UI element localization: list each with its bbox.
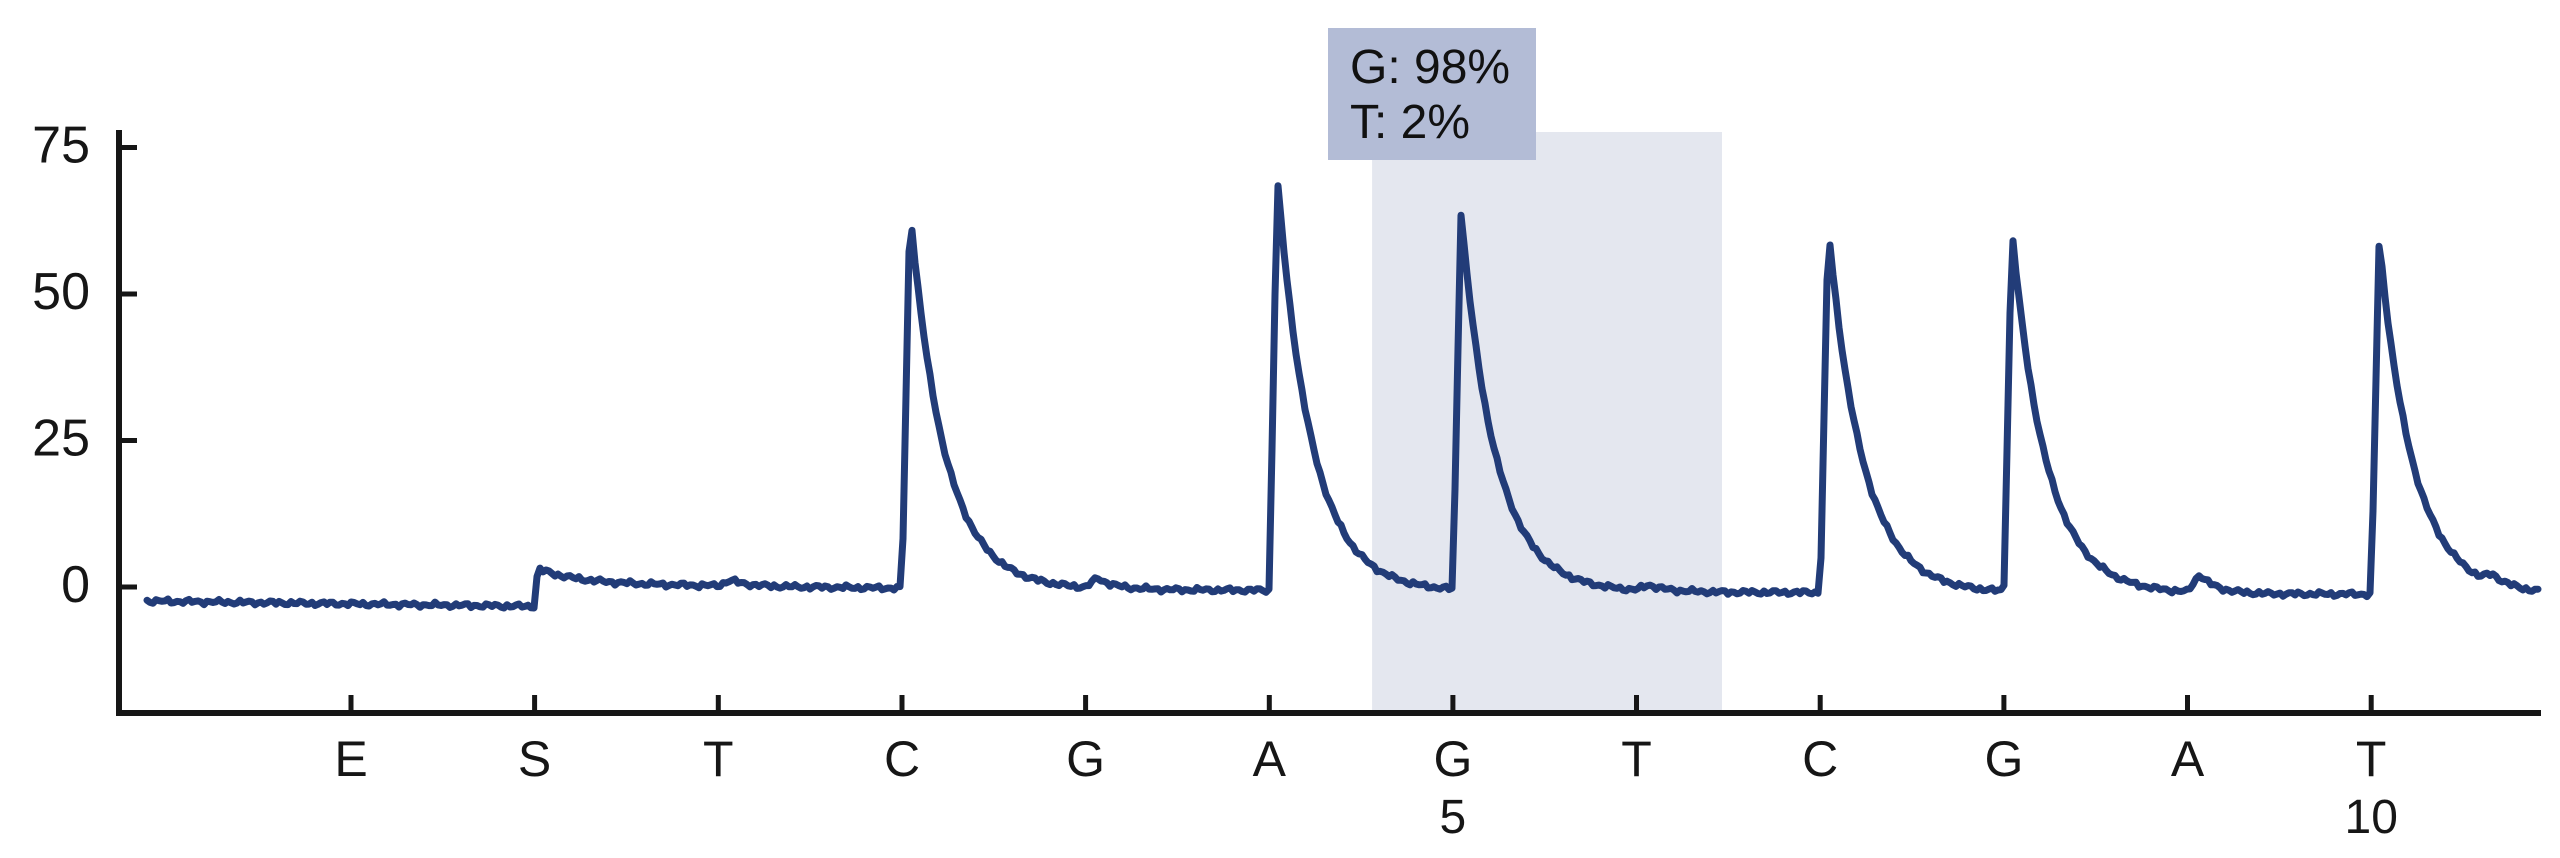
x-axis-label: G [1066, 731, 1105, 787]
trace-line [143, 182, 2542, 612]
x-axis-label: G [1984, 731, 2023, 787]
y-axis-label: 50 [32, 263, 90, 321]
tooltip-line-t: T: 2% [1350, 96, 1471, 149]
highlight-region[interactable] [1372, 132, 1722, 713]
x-axis-label: C [1802, 731, 1838, 787]
x-axis-label: T [1621, 731, 1652, 787]
y-axis-label: 75 [32, 117, 90, 175]
x-axis-label: A [1253, 731, 1287, 787]
x-axis-label: G [1433, 731, 1472, 787]
y-axis-label: 25 [32, 410, 90, 468]
tooltip-line-g: G: 98% [1350, 41, 1511, 94]
x-axis-label: C [884, 731, 920, 787]
allele-frequency-tooltip: G: 98% T: 2% [1328, 28, 1536, 160]
x-axis-number-label: 10 [2345, 791, 2398, 844]
x-axis-number-label: 5 [1440, 791, 1467, 844]
y-axis-label: 0 [61, 556, 90, 614]
x-axis-label: T [2356, 731, 2387, 787]
x-axis-label: A [2171, 731, 2205, 787]
x-axis-label: E [334, 731, 367, 787]
x-axis-label: T [703, 731, 734, 787]
x-axis-label: S [518, 731, 551, 787]
